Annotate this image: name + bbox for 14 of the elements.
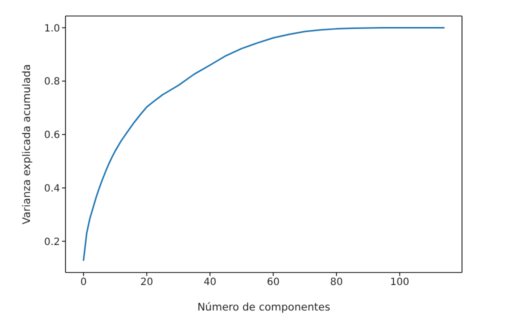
y-axis-title: Varianza explicada acumulada <box>21 64 33 224</box>
x-tick-label: 100 <box>390 277 410 288</box>
line-series <box>82 26 445 261</box>
y-tick-label: 1.0 <box>44 23 60 34</box>
y-tick-label: 0.6 <box>44 130 60 142</box>
x-tick-label: 0 <box>80 277 87 288</box>
y-tick-label: 0.2 <box>44 236 60 248</box>
y-tick-label: 0.8 <box>44 76 60 88</box>
x-tick-label: 40 <box>204 277 216 288</box>
y-tick-label: 0.4 <box>44 183 60 194</box>
x-tick-label: 80 <box>330 277 343 288</box>
x-axis-title: Número de componentes <box>197 302 330 314</box>
x-tick-label: 60 <box>266 277 280 288</box>
x-tick-label: 20 <box>140 277 154 288</box>
